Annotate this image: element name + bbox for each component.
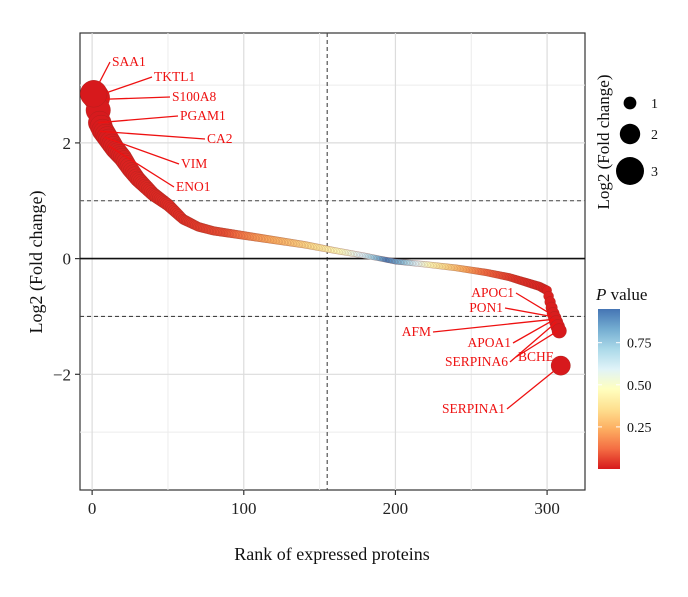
size-legend-label: 2 xyxy=(651,128,658,143)
protein-label: S100A8 xyxy=(172,89,217,104)
leader-line xyxy=(96,96,171,101)
y-tick-label: 2 xyxy=(63,134,72,153)
size-legend-circle xyxy=(616,157,644,185)
points-layer xyxy=(79,80,571,376)
color-legend-title-p: P xyxy=(595,285,606,304)
size-legend-circle xyxy=(623,96,637,110)
protein-label: SERPINA1 xyxy=(442,401,505,416)
color-legend-title-rest: value xyxy=(606,285,647,304)
x-tick-label: 200 xyxy=(383,499,409,518)
x-tick-label: 300 xyxy=(534,499,560,518)
data-point xyxy=(550,355,571,376)
protein-label: AFM xyxy=(402,324,431,339)
size-legend-label: 3 xyxy=(651,165,658,180)
leader-line xyxy=(506,365,562,410)
leader-line xyxy=(432,318,554,333)
protein-label: SERPINA6 xyxy=(445,354,508,369)
x-tick-label: 100 xyxy=(231,499,257,518)
plot-panel-border xyxy=(79,32,586,491)
data-point xyxy=(551,323,567,339)
protein-label: ENO1 xyxy=(176,179,211,194)
leader-lines xyxy=(93,61,562,410)
protein-label: APOC1 xyxy=(471,285,514,300)
x-axis-title: Rank of expressed proteins xyxy=(234,544,429,564)
protein-label: PON1 xyxy=(469,300,503,315)
protein-label: APOA1 xyxy=(467,335,511,350)
size-legend-circle xyxy=(619,123,641,145)
leader-line xyxy=(515,292,551,315)
color-legend-title: P value xyxy=(595,285,647,304)
color-legend-label: 0.50 xyxy=(627,379,652,394)
color-legend: P value 0.75 0.50 0.25 xyxy=(595,285,652,469)
leader-line xyxy=(504,307,552,318)
protein-label: BCHE xyxy=(518,349,554,364)
leader-line xyxy=(108,145,175,188)
leader-line xyxy=(99,130,206,140)
size-legend-label: 1 xyxy=(651,97,658,112)
color-legend-label: 0.75 xyxy=(627,337,652,352)
leader-line xyxy=(98,115,179,124)
leader-line xyxy=(515,330,559,358)
protein-label: VIM xyxy=(181,156,207,171)
x-tick-label: 0 xyxy=(88,499,97,518)
leader-line xyxy=(512,318,556,344)
leader-line xyxy=(104,136,180,165)
size-legend-title: Log2 (Fold change) xyxy=(594,74,613,209)
y-tick-label: −2 xyxy=(53,365,71,384)
y-axis-title: Log2 (Fold change) xyxy=(26,191,47,334)
protein-label: PGAM1 xyxy=(180,108,226,123)
color-legend-label: 0.25 xyxy=(627,421,652,436)
protein-label: TKTL1 xyxy=(154,69,195,84)
axis-layer: 0 100 200 300 −2 0 2 xyxy=(53,134,560,518)
protein-label: CA2 xyxy=(207,131,233,146)
size-legend: Log2 (Fold change) 1 2 3 xyxy=(594,74,658,209)
data-point xyxy=(79,80,108,108)
y-tick-label: 0 xyxy=(63,250,72,269)
protein-label: SAA1 xyxy=(112,54,146,69)
color-legend-bar xyxy=(598,309,620,469)
